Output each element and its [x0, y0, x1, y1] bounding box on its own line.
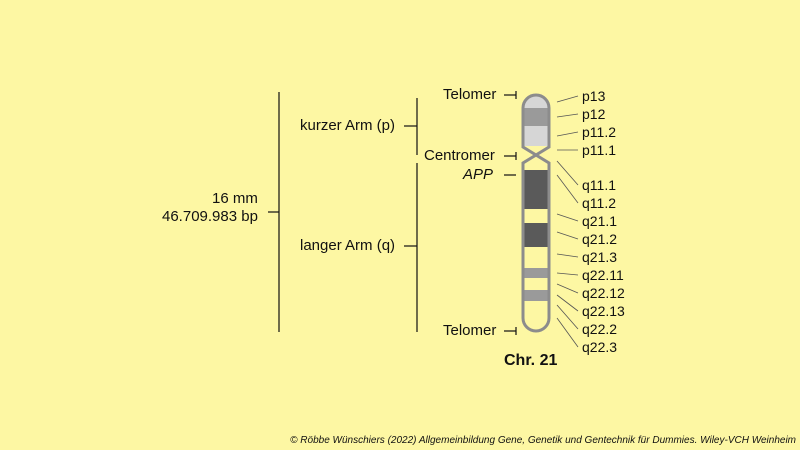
band-q21.3 — [523, 247, 549, 268]
band-label: p11.2 — [582, 124, 616, 140]
band-p11.1 — [523, 146, 549, 155]
size-bracket — [268, 92, 280, 332]
band-label: q21.3 — [582, 249, 618, 265]
chromosome-title: Chr. 21 — [504, 352, 558, 369]
band-q22.13 — [523, 290, 549, 301]
size-mm: 16 mm — [212, 190, 258, 207]
band-label: q22.13 — [582, 303, 625, 319]
credit-line: © Röbbe Wünschiers (2022) Allgemeinbildu… — [290, 435, 796, 446]
band-label: p12 — [582, 106, 606, 122]
size-bp: 46.709.983 bp — [162, 208, 258, 225]
chromosome — [523, 95, 549, 331]
band-label: q22.12 — [582, 285, 625, 301]
band-q21.2 — [523, 223, 549, 247]
band-label: q21.2 — [582, 231, 618, 247]
band-p11.2 — [523, 126, 549, 146]
band-label: q22.11 — [582, 267, 624, 283]
band-label: p11.1 — [582, 142, 616, 158]
band-leaders — [556, 95, 579, 348]
band-q21.1 — [523, 209, 549, 223]
long-arm-label: langer Arm (q) — [300, 237, 396, 254]
chromosome-outline — [521, 93, 551, 333]
band-p12 — [523, 108, 549, 126]
band-label: q21.1 — [582, 213, 618, 229]
structure-pointers — [504, 91, 517, 335]
band-label: q22.3 — [582, 339, 618, 355]
band-label: p13 — [582, 88, 606, 104]
gene-app-label: APP — [463, 166, 494, 183]
centromer-label: Centromer — [424, 147, 495, 164]
band-q22.12 — [523, 278, 549, 290]
band-label: q22.2 — [582, 321, 618, 337]
short-arm-label: kurzer Arm (p) — [300, 117, 396, 134]
band-q11.2 — [523, 170, 549, 209]
band-label: q11.1 — [582, 177, 616, 193]
band-q22.11 — [523, 268, 549, 278]
arm-brackets — [404, 98, 418, 332]
telomer-top-label: Telomer — [443, 86, 497, 103]
telomer-bottom-label: Telomer — [443, 322, 497, 339]
band-label: q11.2 — [582, 195, 616, 211]
